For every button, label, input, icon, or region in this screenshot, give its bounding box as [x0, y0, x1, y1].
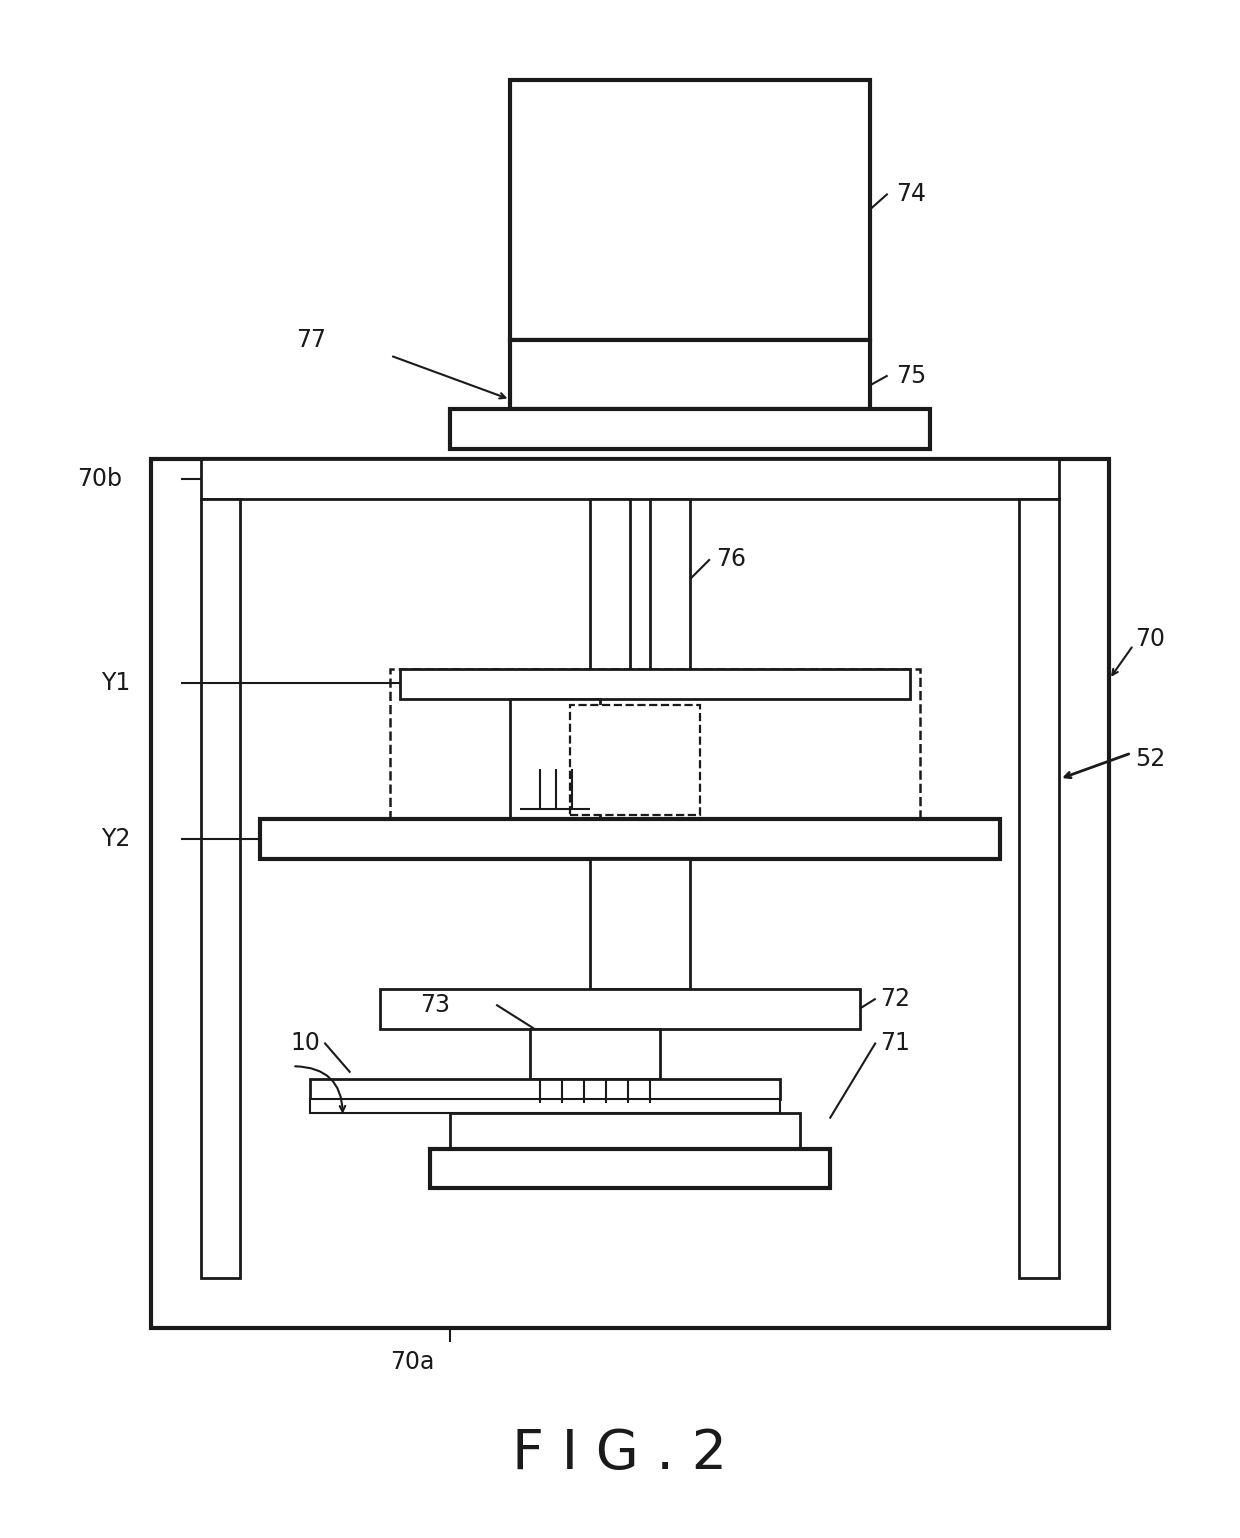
Text: 52: 52: [1136, 747, 1166, 771]
Bar: [510, 80, 869, 340]
Bar: [260, 818, 999, 858]
Bar: [310, 1098, 780, 1112]
Text: 73: 73: [420, 992, 450, 1017]
Bar: [381, 989, 859, 1029]
Bar: [450, 1112, 800, 1149]
Bar: [430, 1149, 830, 1189]
Bar: [590, 500, 630, 798]
Text: Y2: Y2: [100, 827, 130, 851]
Text: Y1: Y1: [100, 671, 130, 695]
Bar: [531, 1029, 660, 1078]
Text: 10: 10: [290, 1030, 320, 1055]
Text: 70b: 70b: [77, 468, 122, 491]
Bar: [510, 340, 869, 409]
Text: 75: 75: [895, 363, 926, 388]
Bar: [650, 500, 689, 798]
Bar: [201, 460, 1059, 500]
Bar: [570, 704, 699, 815]
Bar: [201, 500, 241, 1278]
Bar: [391, 669, 920, 818]
Bar: [590, 858, 689, 989]
Text: 71: 71: [879, 1030, 909, 1055]
Bar: [150, 460, 1110, 1329]
Text: 76: 76: [715, 548, 746, 571]
Bar: [510, 700, 600, 818]
Text: 72: 72: [879, 987, 910, 1010]
Bar: [401, 669, 910, 700]
Text: 77: 77: [296, 328, 326, 352]
Text: 70: 70: [1136, 628, 1166, 651]
Bar: [450, 409, 930, 449]
Bar: [1019, 500, 1059, 1278]
Text: 74: 74: [895, 181, 925, 206]
Text: 70a: 70a: [391, 1350, 435, 1375]
Text: F I G . 2: F I G . 2: [512, 1427, 728, 1481]
Bar: [310, 1078, 780, 1098]
